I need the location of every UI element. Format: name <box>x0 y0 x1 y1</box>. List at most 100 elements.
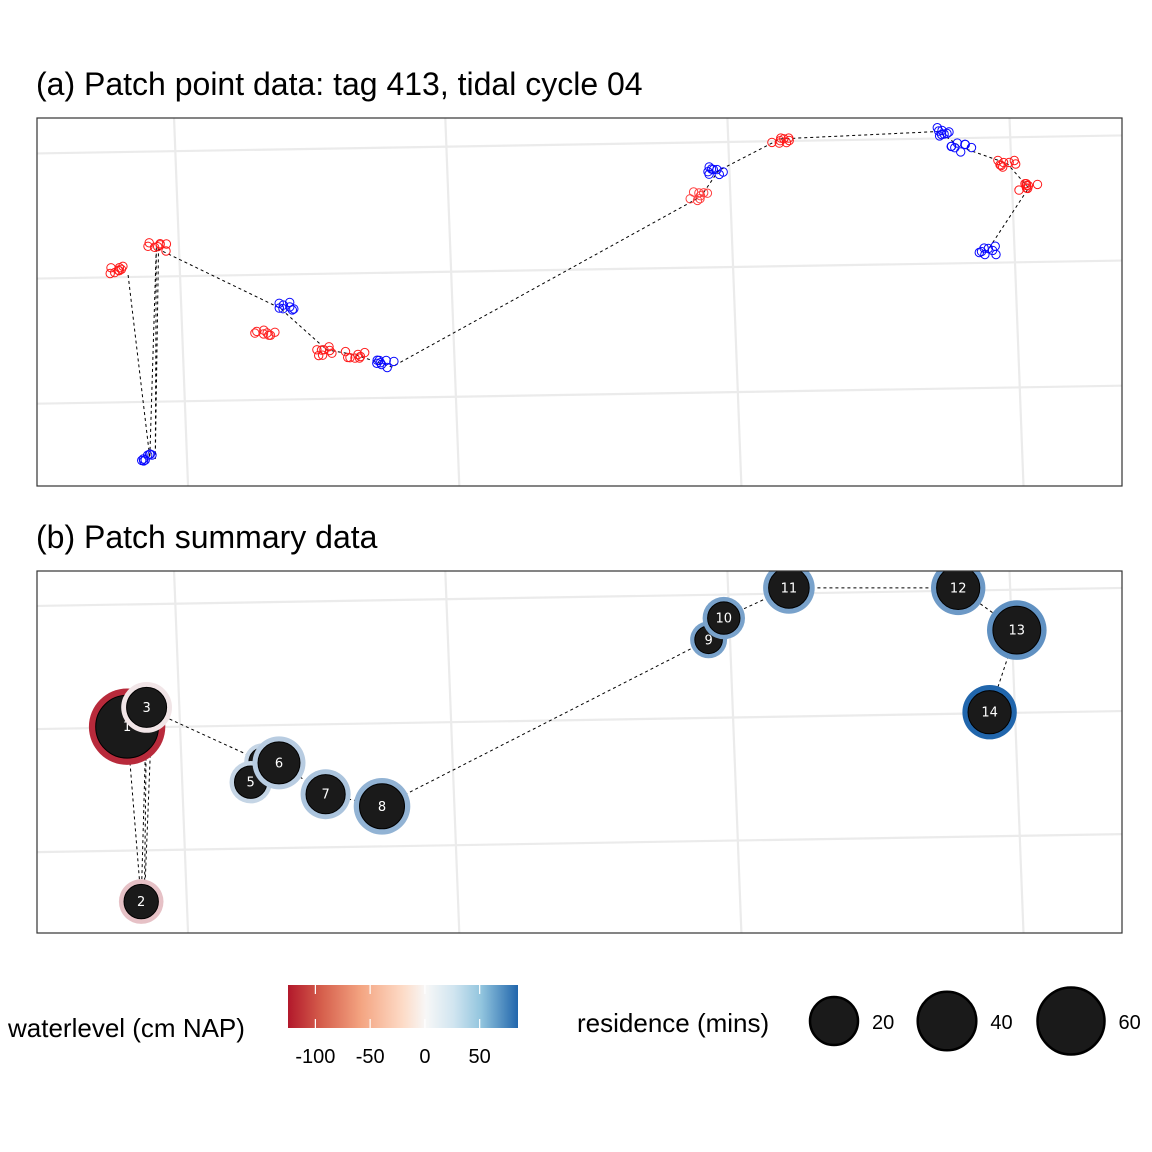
patch-label: 14 <box>981 706 998 721</box>
colorbar-tick-label: 50 <box>469 1046 491 1068</box>
patch-residence-circle <box>257 741 301 785</box>
point-cluster <box>932 123 954 141</box>
data-point <box>703 167 713 177</box>
panel-a-grid <box>37 118 1122 486</box>
panel-b: (b) Patch summary data 12345678910111213… <box>36 519 1123 934</box>
data-point <box>993 155 1003 166</box>
patch-residence-circle <box>126 686 168 728</box>
data-point <box>692 195 703 206</box>
residence-key-label: 60 <box>1118 1012 1140 1034</box>
point-cluster <box>685 187 713 206</box>
point-cluster <box>137 449 157 466</box>
data-point <box>695 194 705 204</box>
data-point <box>996 160 1006 171</box>
residence-key-circle <box>916 990 978 1052</box>
data-point <box>155 240 165 250</box>
data-point <box>140 455 150 465</box>
patch-14: 14 <box>962 685 1017 740</box>
residence-key-circle <box>808 995 860 1047</box>
data-point <box>980 249 990 260</box>
patch-3: 3 <box>121 682 172 733</box>
point-cluster <box>703 162 728 180</box>
point-cluster <box>340 346 370 363</box>
panel-b-patches: 1234567891011121314 <box>88 571 1047 924</box>
patch-10: 10 <box>702 596 745 640</box>
data-point <box>946 141 956 152</box>
data-point <box>944 127 954 137</box>
patch-label: 13 <box>1009 624 1026 639</box>
patch-residence-circle <box>967 690 1012 735</box>
data-point <box>145 449 156 459</box>
patch-label: 3 <box>142 701 150 716</box>
point-cluster <box>312 342 337 361</box>
patch-label: 11 <box>781 581 798 596</box>
data-point <box>382 362 392 373</box>
panel-a-background <box>37 118 1122 486</box>
patch-12: 12 <box>931 571 986 616</box>
data-point <box>153 242 163 252</box>
colorbar-tick-label: 0 <box>419 1046 430 1068</box>
data-point <box>327 348 337 358</box>
patch-residence-circle <box>768 571 810 609</box>
data-point <box>372 358 382 368</box>
patch-7: 7 <box>300 769 351 820</box>
data-point <box>695 191 706 201</box>
point-cluster <box>767 133 794 148</box>
data-point <box>998 157 1009 168</box>
data-point <box>685 194 695 204</box>
panel-a-border <box>36 117 1123 487</box>
waterlevel-ticks: -100 -50 0 50 <box>295 985 491 1068</box>
patch-label: 9 <box>704 633 712 648</box>
patch-label: 7 <box>321 788 329 803</box>
data-point <box>287 305 297 315</box>
data-point <box>942 128 952 139</box>
patch-label: 5 <box>247 776 255 791</box>
panel-b-border <box>36 570 1123 934</box>
patch-11: 11 <box>763 571 815 614</box>
data-point <box>147 450 157 460</box>
data-point <box>355 351 366 362</box>
panel-b-title: (b) Patch summary data <box>36 519 378 555</box>
data-point <box>775 136 785 146</box>
patch-label: 10 <box>716 612 733 627</box>
data-point <box>1032 179 1043 190</box>
data-point <box>781 137 792 148</box>
patch-6: 6 <box>252 736 306 790</box>
data-point <box>110 267 120 278</box>
panel-b-background <box>37 571 1122 933</box>
patch-label: 2 <box>137 895 145 910</box>
panel-a: (a) Patch point data: tag 413, tidal cyc… <box>36 66 1123 487</box>
data-point <box>1021 179 1032 189</box>
data-point <box>934 126 944 136</box>
data-point <box>1014 185 1024 195</box>
patch-13: 13 <box>987 600 1047 660</box>
data-point <box>389 356 399 367</box>
data-point <box>1011 159 1021 169</box>
panel-a-title: (a) Patch point data: tag 413, tidal cyc… <box>36 66 643 102</box>
residence-legend-title: residence (mins) <box>577 1008 769 1038</box>
data-point <box>952 138 962 148</box>
patch-label: 1 <box>123 720 131 735</box>
data-point <box>274 298 284 308</box>
data-point <box>114 263 125 273</box>
data-point <box>966 142 977 153</box>
data-point <box>998 162 1008 172</box>
data-point <box>270 327 280 337</box>
point-cluster <box>974 241 1001 260</box>
point-cluster <box>274 297 299 315</box>
data-point <box>285 302 295 312</box>
data-point <box>259 325 269 335</box>
data-point <box>714 169 724 180</box>
data-point <box>149 242 160 253</box>
patch-label: 12 <box>950 581 967 596</box>
panel-a-points <box>105 123 1043 466</box>
data-point <box>694 188 704 198</box>
point-cluster <box>946 138 977 157</box>
data-point <box>264 330 274 340</box>
data-point <box>143 241 153 252</box>
patch-residence-circle <box>936 571 981 610</box>
waterlevel-legend: waterlevel (cm NAP) -100 -50 0 50 <box>7 985 518 1068</box>
data-point <box>105 268 115 279</box>
residence-items: 20 40 60 <box>808 986 1141 1056</box>
data-point <box>340 346 351 357</box>
